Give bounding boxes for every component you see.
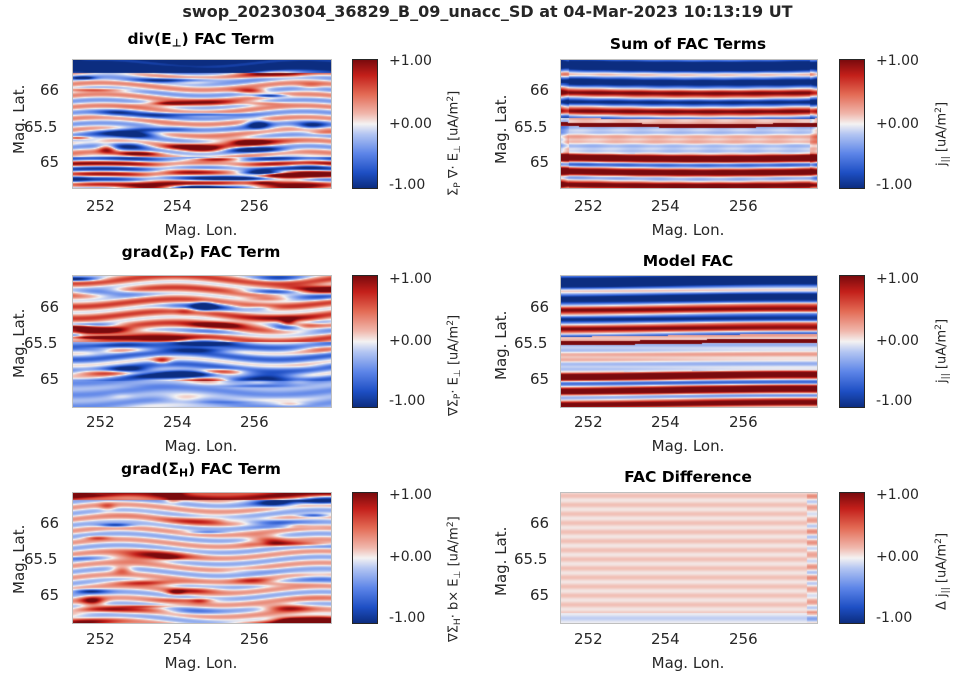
xtick-p3-256: 256 — [240, 413, 269, 431]
colorbar-p3 — [352, 275, 378, 408]
xtick-p4-254: 254 — [651, 413, 680, 431]
cbtick-p5-neg: -1.00 — [389, 610, 426, 626]
cbtick-p2-zero: +0.00 — [876, 116, 919, 132]
xlabel-p5: Mag. Lon. — [164, 654, 238, 672]
ytick-p6-655: 65.5 — [514, 550, 548, 568]
xlabel-p6: Mag. Lon. — [651, 654, 725, 672]
cbtick-p5-pos: +1.00 — [389, 487, 432, 503]
colorbar-p4 — [839, 275, 865, 408]
xtick-p6-254: 254 — [651, 630, 680, 648]
ytick-p5-65: 65 — [40, 586, 60, 604]
cbtick-p3-neg: -1.00 — [389, 393, 426, 409]
ytick-p4-66: 66 — [530, 298, 550, 316]
colorbar-label-p4: j|| [uA/m2] — [934, 318, 951, 383]
colorbar-label-p6: Δ j|| [uA/m2] — [934, 532, 951, 610]
xtick-p3-254: 254 — [163, 413, 192, 431]
ytick-p5-655: 65.5 — [24, 550, 58, 568]
xtick-p3-252: 252 — [86, 413, 115, 431]
ytick-p4-65: 65 — [530, 370, 550, 388]
ytick-p4-655: 65.5 — [514, 334, 548, 352]
colorbar-p5 — [352, 492, 378, 624]
ytick-p5-66: 66 — [40, 514, 60, 532]
cbtick-p6-zero: +0.00 — [876, 549, 919, 565]
ytick-p2-65: 65 — [530, 153, 550, 171]
panel-title-grad-sp: grad(ΣP) FAC Term — [121, 243, 281, 263]
heatmap-model-fac — [560, 275, 818, 408]
cbtick-p3-pos: +1.00 — [389, 271, 432, 287]
xtick-p1-252: 252 — [86, 197, 115, 215]
xlabel-p3: Mag. Lon. — [164, 437, 238, 455]
ytick-p1-66: 66 — [40, 81, 60, 99]
ytick-p6-66: 66 — [530, 514, 550, 532]
colorbar-p2 — [839, 59, 865, 189]
colorbar-p6 — [839, 492, 865, 624]
xlabel-p4: Mag. Lon. — [651, 437, 725, 455]
heatmap-grad-sh — [72, 492, 332, 624]
xtick-p5-252: 252 — [86, 630, 115, 648]
cbtick-p4-pos: +1.00 — [876, 271, 919, 287]
ytick-p3-65: 65 — [40, 370, 60, 388]
xtick-p2-252: 252 — [574, 197, 603, 215]
colorbar-label-p3: ∇ΣP· E⊥ [uA/m2] — [446, 314, 463, 416]
cbtick-p4-neg: -1.00 — [876, 393, 913, 409]
cbtick-p5-zero: +0.00 — [389, 549, 432, 565]
ylabel-p2: Mag. Lat. — [492, 94, 510, 164]
xtick-p6-252: 252 — [574, 630, 603, 648]
xtick-p2-254: 254 — [651, 197, 680, 215]
panel-title-sum: Sum of FAC Terms — [609, 35, 767, 53]
colorbar-label-p5: ∇ΣH· b× E⊥ [uA/m2] — [446, 516, 463, 642]
panel-title-model: Model FAC — [642, 252, 734, 270]
ytick-p3-655: 65.5 — [24, 334, 58, 352]
figure-title: swop_20230304_36829_B_09_unacc_SD at 04-… — [182, 2, 793, 21]
heatmap-sum-fac — [560, 59, 818, 189]
panel-title-grad-sh: grad(ΣH) FAC Term — [121, 460, 281, 480]
ytick-p1-65: 65 — [40, 153, 60, 171]
heatmap-div-e — [72, 59, 332, 189]
xtick-p4-256: 256 — [729, 413, 758, 431]
panel-title-diff: FAC Difference — [624, 468, 752, 486]
ytick-p2-655: 65.5 — [514, 118, 548, 136]
heatmap-fac-difference — [560, 492, 818, 624]
cbtick-p3-zero: +0.00 — [389, 333, 432, 349]
cbtick-p1-pos: +1.00 — [389, 53, 432, 69]
xtick-p2-256: 256 — [729, 197, 758, 215]
ylabel-p4: Mag. Lat. — [492, 310, 510, 380]
cbtick-p4-zero: +0.00 — [876, 333, 919, 349]
heatmap-grad-sp — [72, 275, 332, 408]
ylabel-p6: Mag. Lat. — [492, 526, 510, 596]
xtick-p6-256: 256 — [729, 630, 758, 648]
ytick-p2-66: 66 — [530, 81, 550, 99]
xtick-p1-256: 256 — [240, 197, 269, 215]
ytick-p3-66: 66 — [40, 298, 60, 316]
cbtick-p6-neg: -1.00 — [876, 610, 913, 626]
panel-title-div-e: div(E⊥) FAC Term — [127, 30, 275, 50]
ytick-p6-65: 65 — [530, 586, 550, 604]
xlabel-p1: Mag. Lon. — [164, 221, 238, 239]
cbtick-p1-zero: +0.00 — [389, 116, 432, 132]
cbtick-p2-neg: -1.00 — [876, 177, 913, 193]
xtick-p1-254: 254 — [163, 197, 192, 215]
cbtick-p1-neg: -1.00 — [389, 177, 426, 193]
colorbar-label-p2: j|| [uA/m2] — [934, 101, 951, 166]
xtick-p5-256: 256 — [240, 630, 269, 648]
xlabel-p2: Mag. Lon. — [651, 221, 725, 239]
xtick-p5-254: 254 — [163, 630, 192, 648]
cbtick-p2-pos: +1.00 — [876, 53, 919, 69]
colorbar-label-p1: ΣP ∇· E⊥ [uA/m2] — [446, 90, 463, 196]
xtick-p4-252: 252 — [574, 413, 603, 431]
cbtick-p6-pos: +1.00 — [876, 487, 919, 503]
ytick-p1-655: 65.5 — [24, 118, 58, 136]
colorbar-p1 — [352, 59, 378, 189]
